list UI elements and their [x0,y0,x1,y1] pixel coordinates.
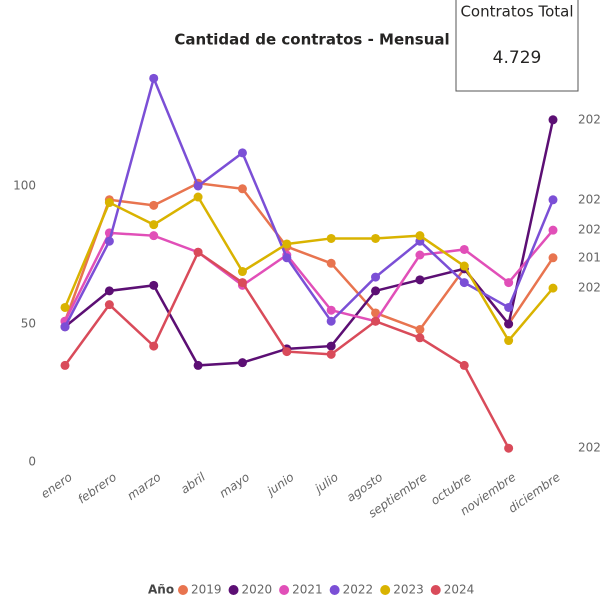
data-point [371,233,381,243]
legend-marker [380,585,391,595]
data-point [415,231,425,241]
data-point [193,247,203,257]
data-point [548,115,558,125]
legend-marker [430,585,441,595]
legend-label: 2022 [343,583,374,597]
legend-title: Año [148,583,174,597]
data-point [104,236,114,246]
data-point [371,316,381,326]
data-point [237,278,247,288]
data-point [104,286,114,296]
end-label: 2024 [578,441,601,455]
data-point [237,267,247,277]
data-point [237,148,247,158]
end-label: 2019 [578,250,601,264]
series-line [63,229,554,323]
data-point [193,360,203,370]
data-point [459,261,469,271]
legend-marker [228,585,239,595]
series: 2024 [60,247,601,455]
data-point [60,302,70,312]
data-point [149,220,159,230]
card: Contratos Total 4.729 [455,0,579,92]
data-point [282,239,292,249]
data-point [415,325,425,335]
data-point [504,302,514,312]
data-point [326,305,336,315]
end-label: 2022 [578,192,601,206]
data-point [415,275,425,285]
data-point [415,250,425,260]
data-point [504,443,514,453]
data-point [60,360,70,370]
data-point [149,73,159,83]
card-title: Contratos Total [460,3,573,21]
data-point [548,225,558,235]
data-point [104,198,114,208]
data-point [149,341,159,351]
series: 2023 [60,192,601,346]
card-value: 4.729 [493,48,542,68]
data-point [548,195,558,205]
legend-label: 2024 [444,583,475,597]
data-point [326,233,336,243]
data-point [193,181,203,191]
data-point [282,253,292,263]
data-point [415,333,425,343]
data-point [504,336,514,346]
data-point [237,358,247,368]
legend-label: 2019 [191,583,222,597]
end-label: 2023 [578,281,601,295]
data-point [282,347,292,357]
data-point [548,283,558,293]
legend-marker [279,585,290,595]
data-point [504,278,514,288]
data-point [459,360,469,370]
data-point [548,253,558,263]
series-line [63,74,555,328]
data-point [371,286,381,296]
chart-title: Cantidad de contratos - Mensual [174,31,449,49]
legend-marker [178,585,188,595]
data-point [504,319,514,329]
data-point [193,192,203,202]
end-label: 2020 [578,112,601,126]
data-point [371,308,381,318]
card-box [455,0,579,92]
legend-label: 2020 [242,583,273,597]
data-point [371,272,381,282]
legend-label: 2023 [393,583,424,597]
data-point [459,244,469,254]
data-point [326,258,336,268]
y-tick-label: 50 [21,317,36,331]
data-point [459,278,469,288]
series: 2022 [60,73,601,332]
legend-marker [329,585,340,595]
data-point [237,184,247,194]
data-point [60,322,70,332]
data-point [326,316,336,326]
y-tick-label: 100 [13,179,36,193]
y-tick-label: 0 [28,455,36,469]
end-label: 2021 [578,223,601,237]
series-line [63,195,554,343]
data-point [104,300,114,310]
legend-label: 2021 [292,583,323,597]
data-point [149,231,159,241]
data-point [326,349,336,359]
data-point [326,341,336,351]
data-point [149,280,159,290]
data-point [149,200,159,210]
